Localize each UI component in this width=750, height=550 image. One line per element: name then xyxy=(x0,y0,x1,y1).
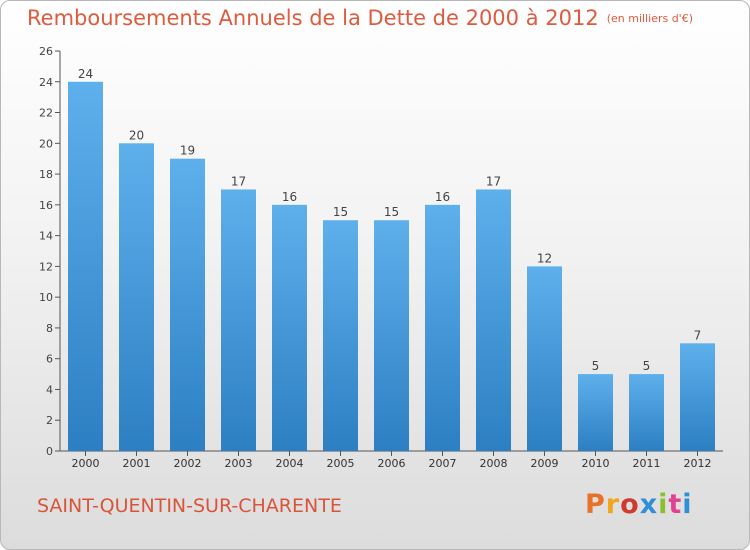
chart-title: Remboursements Annuels de la Dette de 20… xyxy=(27,6,693,30)
brand-letter: i xyxy=(682,489,693,520)
bar-value-label: 15 xyxy=(333,205,348,219)
x-tick-label: 2012 xyxy=(684,457,712,470)
bar-value-label: 16 xyxy=(282,190,297,204)
brand-letter: r xyxy=(605,489,621,520)
bar-value-label: 20 xyxy=(129,128,144,142)
x-tick-label: 2004 xyxy=(276,457,304,470)
bar xyxy=(527,266,562,451)
bar xyxy=(272,204,307,451)
x-tick-label: 2003 xyxy=(225,457,253,470)
bar xyxy=(119,143,154,452)
y-tick-label: 8 xyxy=(46,322,53,335)
y-tick-label: 26 xyxy=(39,45,53,58)
bar-value-label: 7 xyxy=(694,328,702,342)
bar xyxy=(578,374,613,451)
x-tick-label: 2005 xyxy=(327,457,355,470)
bar-value-label: 12 xyxy=(537,251,552,265)
bar-value-label: 19 xyxy=(180,144,195,158)
bar xyxy=(374,220,409,451)
x-tick-label: 2002 xyxy=(174,457,202,470)
x-tick-label: 2000 xyxy=(72,457,100,470)
x-tick-label: 2008 xyxy=(480,457,508,470)
bar xyxy=(680,343,715,451)
brand-letter: i xyxy=(658,489,669,520)
brand-letter: x xyxy=(639,489,659,520)
bar-value-label: 17 xyxy=(231,174,246,188)
bar-value-label: 5 xyxy=(592,359,600,373)
bar xyxy=(323,220,358,451)
x-tick-label: 2009 xyxy=(531,457,559,470)
y-tick-label: 4 xyxy=(46,383,53,396)
brand-letter: P xyxy=(585,489,606,520)
bar-value-label: 24 xyxy=(78,67,93,81)
x-tick-label: 2007 xyxy=(429,457,457,470)
x-tick-label: 2010 xyxy=(582,457,610,470)
brand-logo: Proxiti xyxy=(585,489,693,520)
y-tick-label: 18 xyxy=(39,168,53,181)
y-tick-label: 2 xyxy=(46,414,53,427)
y-tick-label: 10 xyxy=(39,291,53,304)
y-tick-label: 24 xyxy=(39,76,53,89)
bar-value-label: 16 xyxy=(435,190,450,204)
bar xyxy=(629,374,664,451)
brand-letter: o xyxy=(620,489,640,520)
bar xyxy=(68,81,103,452)
bar xyxy=(221,189,256,451)
bar xyxy=(425,204,460,451)
x-tick-label: 2006 xyxy=(378,457,406,470)
chart-subtitle: (en milliers d'€) xyxy=(606,12,693,25)
y-tick-label: 6 xyxy=(46,353,53,366)
location-label: SAINT-QUENTIN-SUR-CHARENTE xyxy=(37,495,342,517)
y-tick-label: 14 xyxy=(39,230,53,243)
y-tick-label: 0 xyxy=(46,445,53,458)
bar-value-label: 17 xyxy=(486,174,501,188)
x-tick-label: 2011 xyxy=(633,457,661,470)
y-tick-label: 16 xyxy=(39,199,53,212)
x-tick-label: 2001 xyxy=(123,457,151,470)
bar-value-label: 5 xyxy=(643,359,651,373)
chart-title-text: Remboursements Annuels de la Dette de 20… xyxy=(27,6,599,30)
bar xyxy=(476,189,511,451)
y-tick-label: 12 xyxy=(39,260,53,273)
bar-value-label: 15 xyxy=(384,205,399,219)
bar xyxy=(170,158,205,451)
y-tick-label: 22 xyxy=(39,107,53,120)
brand-letter: t xyxy=(668,489,683,520)
y-tick-label: 20 xyxy=(39,137,53,150)
